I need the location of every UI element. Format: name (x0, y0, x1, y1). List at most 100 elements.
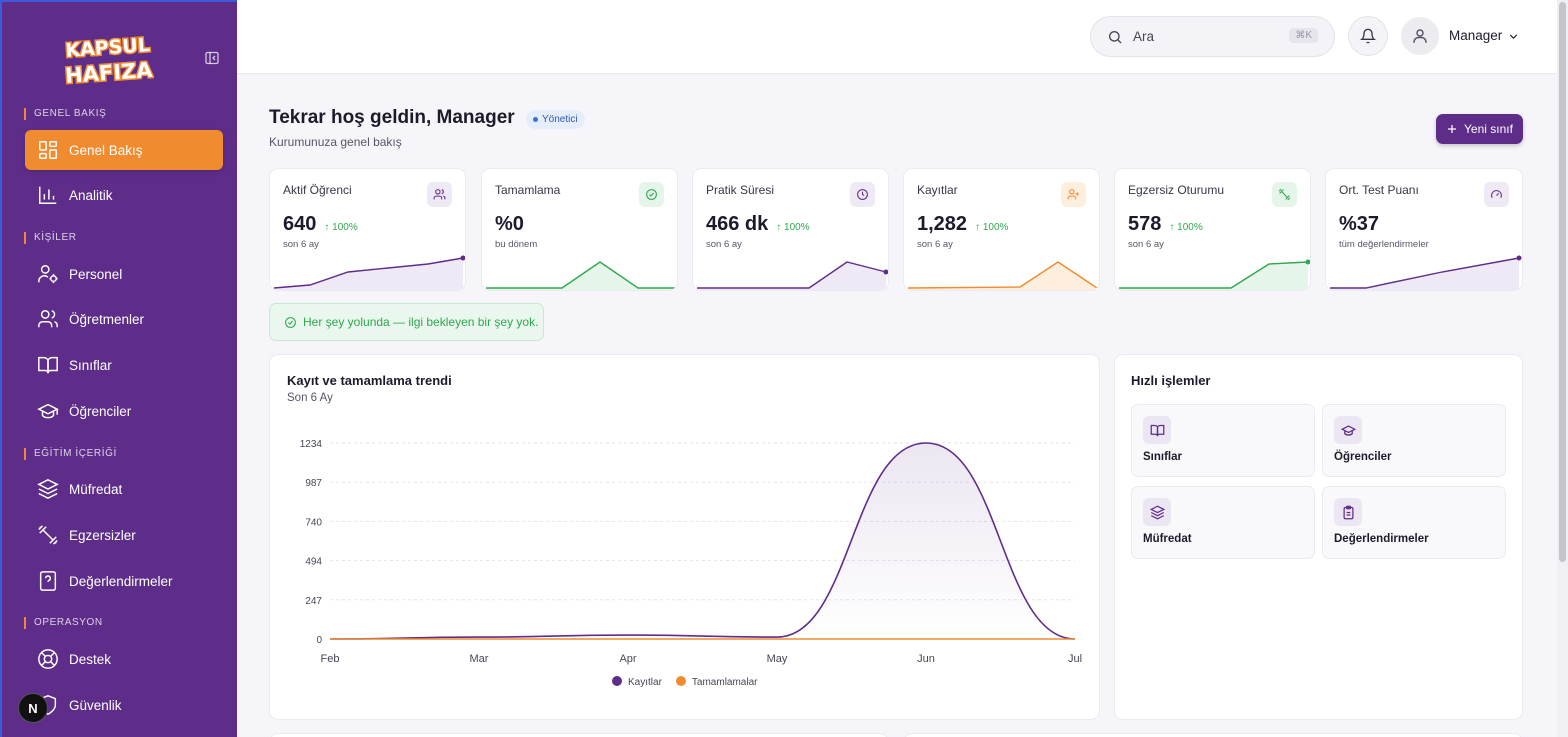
sidebar-item-label: Personel (69, 266, 123, 282)
quick-action-students[interactable]: Öğrenciler (1322, 404, 1506, 477)
dashboard-icon (37, 139, 59, 161)
sidebar-item-classes[interactable]: Sınıflar (25, 345, 223, 385)
stat-label: Kayıtlar (917, 183, 958, 197)
stat-card-enrollments[interactable]: Kayıtlar 1,282 ↑ 100% son 6 ay (903, 168, 1100, 291)
new-class-label: Yeni sınıf (1464, 122, 1513, 136)
section-label-overview: GENEL BAKIŞ (24, 108, 106, 120)
scrollbar-thumb[interactable] (1559, 2, 1566, 562)
chart-subtitle: Son 6 Ay (287, 392, 333, 404)
sidebar-item-label: Öğrenciler (69, 403, 132, 419)
chart-title: Kayıt ve tamamlama trendi (287, 373, 452, 388)
stat-delta: 100% (332, 222, 358, 233)
stat-card-completion[interactable]: Tamamlama %0 bu dönem (481, 168, 678, 291)
quick-action-label: Müfredat (1143, 533, 1192, 545)
svg-text:HAFIZA: HAFIZA (64, 58, 154, 88)
check-circle-icon (639, 182, 664, 207)
sidebar-item-label: Öğretmenler (69, 311, 145, 327)
avatar[interactable] (1401, 17, 1439, 55)
stat-card-practice-time[interactable]: Pratik Süresi 466 dk ↑ 100% son 6 ay (692, 168, 889, 291)
gauge-icon (1484, 182, 1509, 207)
sidebar-item-students[interactable]: Öğrenciler (25, 391, 223, 431)
bottom-card-left (269, 733, 889, 737)
quick-action-classes[interactable]: Sınıflar (1131, 404, 1315, 477)
user-icon (1413, 29, 1427, 43)
stat-card-active-students[interactable]: Aktif Öğrenci 640 ↑ 100% son 6 ay (269, 168, 466, 291)
bell-icon (1360, 28, 1376, 44)
sparkline (1119, 259, 1310, 290)
sidebar-item-assessments[interactable]: Değerlendirmeler (25, 561, 223, 601)
quick-action-label: Değerlendirmeler (1334, 533, 1429, 545)
legend-item-enrollments[interactable]: Kayıtlar (612, 676, 662, 688)
stat-label: Pratik Süresi (706, 183, 775, 197)
page-scrollbar[interactable] (1557, 0, 1568, 737)
stat-value: %0 (495, 213, 524, 235)
legend-item-completions[interactable]: Tamamlamalar (675, 676, 758, 688)
users-icon (427, 182, 452, 207)
dev-tools-badge[interactable]: N (18, 693, 48, 723)
dumbbell-icon (1272, 182, 1297, 207)
bottom-card-right (903, 733, 1523, 737)
sidebar-collapse-icon[interactable] (204, 50, 220, 66)
book-open-icon (37, 354, 59, 376)
search-placeholder: Ara (1133, 29, 1155, 44)
chevron-down-icon[interactable] (1507, 30, 1520, 43)
sparkline (273, 255, 465, 290)
status-alert: Her şey yolunda — ilgi bekleyen bir şey … (269, 303, 544, 341)
sidebar-item-staff[interactable]: Personel (25, 254, 223, 294)
sidebar-item-overview[interactable]: Genel Bakış (25, 130, 223, 170)
sparkline (907, 261, 1098, 290)
clipboard-icon (1334, 498, 1362, 526)
stat-label: Egzersiz Oturumu (1128, 183, 1225, 197)
layers-icon (37, 478, 59, 500)
chart-legend: Kayıtlar Tamamlamalar (612, 676, 757, 688)
legend-label: Tamamlamalar (691, 677, 758, 688)
stat-value: 1,282 (917, 213, 968, 235)
sidebar-item-support[interactable]: Destek (25, 639, 223, 679)
quick-action-label: Sınıflar (1143, 451, 1182, 463)
sidebar-item-label: Değerlendirmeler (69, 573, 173, 589)
stat-label: Tamamlama (495, 183, 561, 197)
book-open-icon (1143, 416, 1171, 444)
bar-chart-icon (37, 184, 59, 206)
quick-action-assessments[interactable]: Değerlendirmeler (1322, 486, 1506, 559)
stat-sub: son 6 ay (283, 239, 319, 250)
notifications-button[interactable] (1348, 16, 1388, 56)
plus-icon (1448, 125, 1457, 133)
stat-sub: son 6 ay (917, 239, 953, 250)
user-menu-name[interactable]: Manager (1449, 28, 1503, 43)
stat-card-exercise-sessions[interactable]: Egzersiz Oturumu 578 ↑ 100% son 6 ay (1114, 168, 1311, 291)
check-circle-icon (285, 316, 296, 328)
sidebar-item-teachers[interactable]: Öğretmenler (25, 299, 223, 339)
stat-sub: bu dönem (495, 239, 538, 250)
search-shortcut: ⌘K (1289, 28, 1318, 43)
stat-sub: son 6 ay (1128, 239, 1164, 250)
quick-action-curriculum[interactable]: Müfredat (1131, 486, 1315, 559)
sidebar-item-label: Analitik (69, 187, 113, 203)
question-file-icon (37, 570, 59, 592)
life-buoy-icon (37, 648, 59, 670)
stat-delta: 100% (1177, 222, 1203, 233)
graduation-cap-icon (37, 400, 59, 422)
quick-action-label: Öğrenciler (1334, 451, 1392, 463)
sidebar-item-exercises[interactable]: Egzersizler (25, 515, 223, 555)
stat-label: Ort. Test Puanı (1339, 183, 1419, 197)
role-badge: Yönetici (526, 110, 585, 129)
trend-chart-card (269, 354, 1100, 720)
stat-card-avg-test-score[interactable]: Ort. Test Puanı %37 tüm değerlendirmeler (1325, 168, 1523, 291)
sidebar-item-security[interactable]: Güvenlik (25, 685, 223, 725)
search-input[interactable]: Ara ⌘K (1090, 16, 1335, 57)
sidebar-item-label: Sınıflar (69, 357, 112, 373)
graduation-cap-icon (1334, 416, 1362, 444)
stat-delta: 100% (784, 222, 810, 233)
section-label-people: KİŞİLER (24, 232, 77, 244)
sidebar-item-label: Destek (69, 651, 112, 667)
brand-logo[interactable]: KAPSUL HAFIZA (62, 28, 156, 90)
sidebar-item-curriculum[interactable]: Müfredat (25, 469, 223, 509)
new-class-button[interactable]: Yeni sınıf (1436, 114, 1523, 144)
sparkline (1330, 255, 1522, 290)
sidebar-item-label: Egzersizler (69, 527, 136, 543)
clock-icon (850, 182, 875, 207)
sidebar-item-analytics[interactable]: Analitik (25, 175, 223, 215)
sidebar: KAPSUL HAFIZA GENEL BAKIŞ Genel Bakış An… (0, 0, 237, 737)
sparkline (486, 261, 675, 290)
